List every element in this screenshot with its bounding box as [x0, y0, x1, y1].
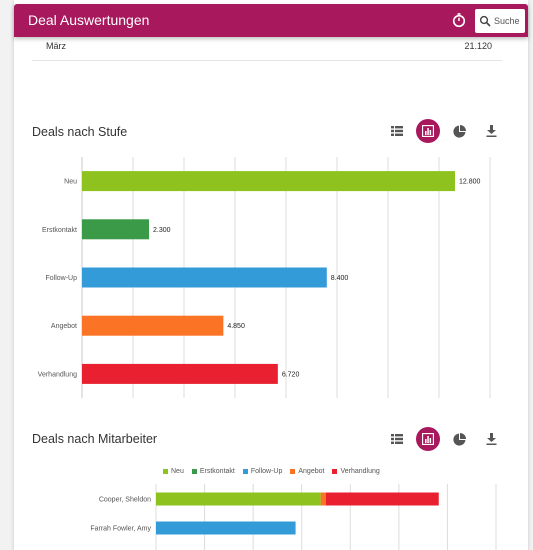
legend-item[interactable]: Angebot — [290, 468, 324, 475]
list-icon — [391, 434, 403, 444]
download-icon — [486, 125, 496, 137]
legend-swatch — [332, 469, 338, 474]
pie-chart-icon — [452, 124, 466, 138]
bar[interactable] — [82, 219, 150, 240]
list-view-button-2[interactable] — [386, 428, 408, 450]
row-value: 21.120 — [464, 41, 492, 51]
stopwatch-icon[interactable] — [451, 12, 467, 28]
bar[interactable] — [82, 171, 456, 192]
legend-swatch — [290, 469, 296, 474]
search-field[interactable]: Suche — [475, 9, 525, 33]
value-label: 6.720 — [282, 371, 300, 378]
chart-legend: Neu Erstkontakt Follow-Up Angebot Verhandlun… — [163, 468, 380, 475]
download-icon — [486, 433, 496, 445]
legend-item[interactable]: Follow-Up — [242, 468, 283, 475]
value-label: 2.300 — [153, 227, 171, 234]
legend-swatch — [242, 469, 248, 474]
search-placeholder: Suche — [494, 16, 520, 26]
bar-segment[interactable] — [320, 492, 326, 506]
table-row: März 21.120 — [32, 39, 502, 61]
bar-chart-icon — [422, 125, 434, 137]
legend-swatch — [163, 469, 168, 474]
bar-chart-view-button-2[interactable] — [416, 427, 440, 451]
value-label: 8.400 — [331, 275, 349, 282]
value-label: 4.850 — [227, 323, 245, 330]
category-label: Verhandlung — [38, 371, 77, 378]
category-label: Erstkontakt — [42, 227, 77, 234]
pie-chart-view-button-2[interactable] — [448, 428, 470, 450]
legend-item[interactable]: Verhandlung — [332, 468, 380, 475]
page-title: Deal Auswertungen — [28, 12, 150, 28]
legend-label: Neu — [171, 468, 184, 475]
legend-label: Verhandlung — [340, 468, 380, 475]
legend-swatch — [191, 469, 197, 474]
bar-segment[interactable] — [156, 521, 296, 535]
legend-item[interactable]: Erstkontakt — [191, 468, 235, 475]
category-label: Farrah Fowler, Amy — [90, 526, 151, 533]
chart-deals-by-stage: Neu 12.800 Erstkontakt 2.300 Follow-Up 8.400 A… — [38, 157, 491, 398]
bar[interactable] — [82, 267, 327, 288]
bar[interactable] — [82, 363, 278, 384]
bar-chart-icon — [422, 433, 434, 445]
list-icon — [391, 126, 403, 136]
row-label: März — [46, 41, 66, 51]
category-label: Neu — [64, 179, 77, 186]
value-label: 12.800 — [459, 179, 481, 186]
pie-chart-view-button[interactable] — [448, 120, 470, 142]
legend-label: Erstkontakt — [199, 468, 235, 475]
category-label: Cooper, Sheldon — [99, 497, 151, 504]
chart-deals-by-employee: Cooper, Sheldon Farrah Fowler, Amy — [90, 484, 497, 550]
legend-item[interactable]: Neu — [163, 468, 184, 475]
bar-chart-view-button[interactable] — [416, 119, 440, 143]
bar[interactable] — [82, 315, 224, 336]
section-title-employee: Deals nach Mitarbeiter — [32, 432, 158, 446]
legend-label: Angebot — [298, 468, 325, 475]
bar-segment[interactable] — [156, 492, 321, 506]
search-icon — [479, 15, 491, 27]
legend-label: Follow-Up — [250, 468, 283, 475]
category-label: Angebot — [51, 323, 77, 330]
list-view-button[interactable] — [386, 120, 408, 142]
download-button-2[interactable] — [480, 428, 502, 450]
section-title-stage: Deals nach Stufe — [32, 125, 128, 139]
pie-chart-icon — [452, 432, 466, 446]
app-bar: Deal Auswertungen Suche — [14, 4, 528, 37]
bar-segment[interactable] — [326, 492, 439, 506]
download-button[interactable] — [480, 120, 502, 142]
category-label: Follow-Up — [45, 275, 77, 282]
